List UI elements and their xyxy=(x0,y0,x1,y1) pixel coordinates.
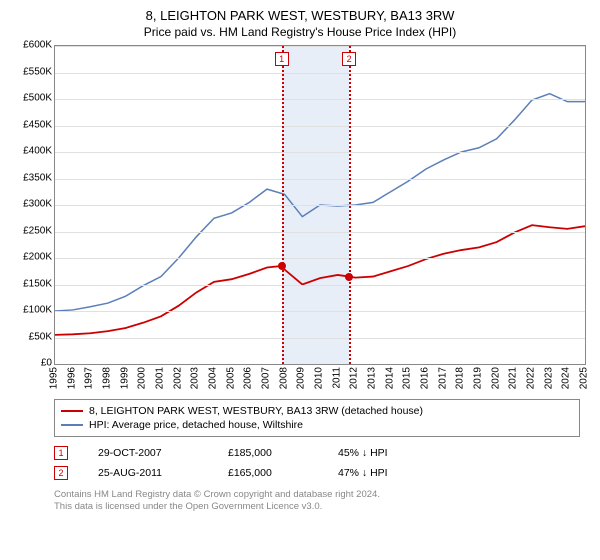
y-tick-label: £50K xyxy=(29,331,52,342)
x-tick-label: 2000 xyxy=(137,367,148,389)
y-gridline xyxy=(55,258,585,259)
chart: £0£50K£100K£150K£200K£250K£300K£350K£400… xyxy=(10,45,590,395)
plot-area: 12 xyxy=(54,45,586,365)
x-tick-label: 2006 xyxy=(243,367,254,389)
legend-swatch-property xyxy=(61,410,83,412)
y-gridline xyxy=(55,152,585,153)
x-tick-label: 2025 xyxy=(579,367,590,389)
y-gridline xyxy=(55,46,585,47)
x-tick-label: 2008 xyxy=(278,367,289,389)
x-tick-label: 2011 xyxy=(331,367,342,389)
y-tick-label: £350K xyxy=(23,172,52,183)
y-gridline xyxy=(55,311,585,312)
marker-badge-2: 2 xyxy=(54,466,68,480)
legend-swatch-hpi xyxy=(61,424,83,426)
marker-price-2: £165,000 xyxy=(228,467,308,479)
title-main: 8, LEIGHTON PARK WEST, WESTBURY, BA13 3R… xyxy=(10,8,590,23)
footer-line-2: This data is licensed under the Open Gov… xyxy=(54,501,580,513)
x-tick-label: 1995 xyxy=(49,367,60,389)
y-tick-label: £400K xyxy=(23,146,52,157)
x-tick-label: 2015 xyxy=(402,367,413,389)
marker-row-2: 2 25-AUG-2011 £165,000 47% ↓ HPI xyxy=(54,463,580,483)
y-gridline xyxy=(55,338,585,339)
legend: 8, LEIGHTON PARK WEST, WESTBURY, BA13 3R… xyxy=(54,399,580,437)
y-gridline xyxy=(55,205,585,206)
markers-table: 1 29-OCT-2007 £185,000 45% ↓ HPI 2 25-AU… xyxy=(54,443,580,483)
y-tick-label: £100K xyxy=(23,305,52,316)
x-tick-label: 2022 xyxy=(526,367,537,389)
legend-item-hpi: HPI: Average price, detached house, Wilt… xyxy=(61,418,573,432)
x-tick-label: 2007 xyxy=(261,367,272,389)
legend-label-property: 8, LEIGHTON PARK WEST, WESTBURY, BA13 3R… xyxy=(89,405,423,417)
y-gridline xyxy=(55,285,585,286)
x-tick-label: 2016 xyxy=(420,367,431,389)
x-tick-label: 2024 xyxy=(561,367,572,389)
x-tick-label: 2005 xyxy=(225,367,236,389)
y-tick-label: £500K xyxy=(23,93,52,104)
marker-badge-1: 1 xyxy=(54,446,68,460)
y-tick-label: £200K xyxy=(23,252,52,263)
x-tick-label: 2021 xyxy=(508,367,519,389)
x-tick-label: 2002 xyxy=(172,367,183,389)
y-gridline xyxy=(55,232,585,233)
title-sub: Price paid vs. HM Land Registry's House … xyxy=(10,25,590,39)
footer: Contains HM Land Registry data © Crown c… xyxy=(54,489,580,513)
marker-delta-1: 45% ↓ HPI xyxy=(338,447,438,459)
marker-price-1: £185,000 xyxy=(228,447,308,459)
y-gridline xyxy=(55,179,585,180)
x-tick-label: 2001 xyxy=(155,367,166,389)
y-tick-label: £450K xyxy=(23,119,52,130)
event-dot xyxy=(345,273,353,281)
x-tick-label: 2009 xyxy=(296,367,307,389)
x-tick-label: 2010 xyxy=(314,367,325,389)
footer-line-1: Contains HM Land Registry data © Crown c… xyxy=(54,489,580,501)
x-tick-label: 2018 xyxy=(455,367,466,389)
x-tick-label: 1996 xyxy=(66,367,77,389)
marker-date-2: 25-AUG-2011 xyxy=(98,467,198,479)
x-tick-label: 2014 xyxy=(384,367,395,389)
x-tick-label: 1997 xyxy=(84,367,95,389)
y-gridline xyxy=(55,73,585,74)
chart-container: 8, LEIGHTON PARK WEST, WESTBURY, BA13 3R… xyxy=(0,0,600,560)
y-gridline xyxy=(55,126,585,127)
y-tick-label: £150K xyxy=(23,278,52,289)
marker-date-1: 29-OCT-2007 xyxy=(98,447,198,459)
event-line xyxy=(349,46,351,364)
x-tick-label: 2012 xyxy=(349,367,360,389)
y-axis: £0£50K£100K£150K£200K£250K£300K£350K£400… xyxy=(10,45,54,365)
x-tick-label: 2019 xyxy=(473,367,484,389)
titles: 8, LEIGHTON PARK WEST, WESTBURY, BA13 3R… xyxy=(10,8,590,39)
legend-label-hpi: HPI: Average price, detached house, Wilt… xyxy=(89,419,303,431)
legend-item-property: 8, LEIGHTON PARK WEST, WESTBURY, BA13 3R… xyxy=(61,404,573,418)
x-tick-label: 1998 xyxy=(102,367,113,389)
event-line xyxy=(282,46,284,364)
x-tick-label: 2017 xyxy=(437,367,448,389)
x-tick-label: 2004 xyxy=(208,367,219,389)
x-tick-label: 2013 xyxy=(367,367,378,389)
y-tick-label: £600K xyxy=(23,40,52,51)
x-tick-label: 2020 xyxy=(490,367,501,389)
y-tick-label: £250K xyxy=(23,225,52,236)
x-tick-label: 2023 xyxy=(543,367,554,389)
marker-row-1: 1 29-OCT-2007 £185,000 45% ↓ HPI xyxy=(54,443,580,463)
y-tick-label: £550K xyxy=(23,66,52,77)
event-marker-badge: 2 xyxy=(342,52,356,66)
marker-delta-2: 47% ↓ HPI xyxy=(338,467,438,479)
event-marker-badge: 1 xyxy=(275,52,289,66)
x-tick-label: 1999 xyxy=(119,367,130,389)
x-axis: 1995199619971998199920002001200220032004… xyxy=(54,365,586,395)
event-dot xyxy=(278,262,286,270)
y-gridline xyxy=(55,99,585,100)
y-tick-label: £300K xyxy=(23,199,52,210)
series-property xyxy=(55,225,585,335)
x-tick-label: 2003 xyxy=(190,367,201,389)
